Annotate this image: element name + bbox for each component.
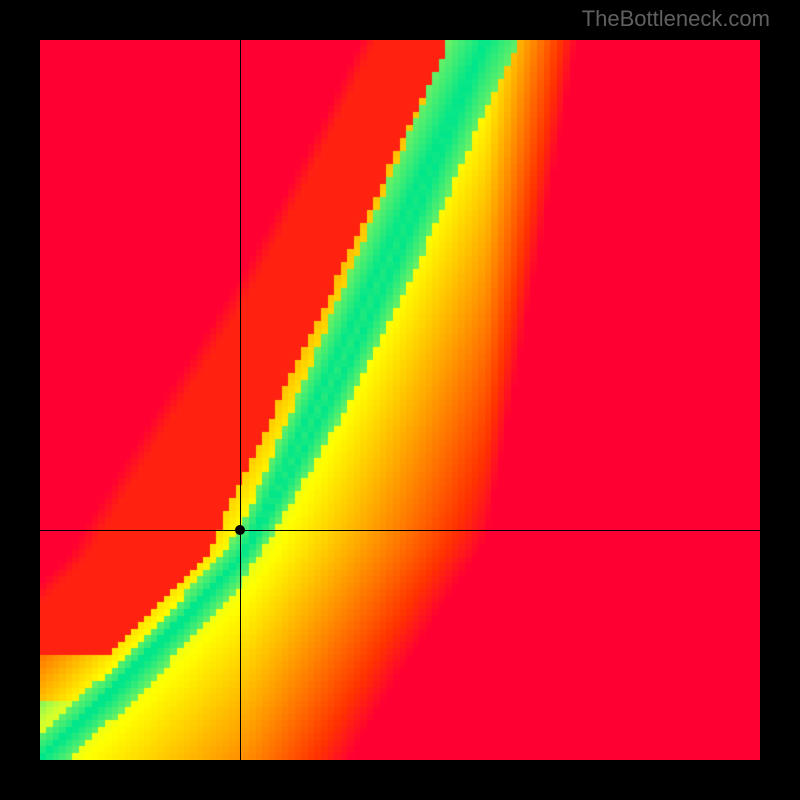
heatmap-plot xyxy=(40,40,760,760)
chart-container: TheBottleneck.com xyxy=(0,0,800,800)
crosshair-vertical xyxy=(240,40,241,760)
heatmap-canvas xyxy=(40,40,760,760)
watermark-text: TheBottleneck.com xyxy=(582,6,770,32)
crosshair-marker xyxy=(235,525,245,535)
crosshair-horizontal xyxy=(40,530,760,531)
